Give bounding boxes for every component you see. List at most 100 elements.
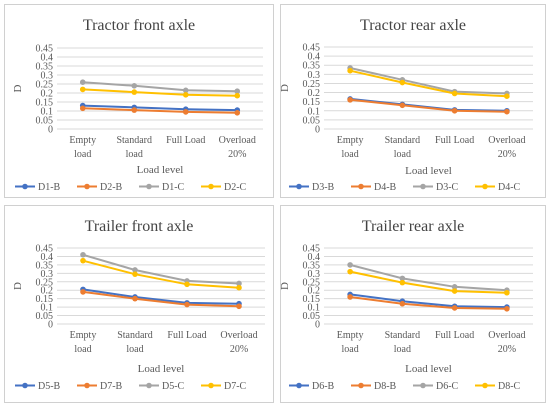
x-tick-label: Full Load	[167, 330, 206, 341]
series-line-d5-b	[82, 288, 240, 305]
y-tick-label: 0.15	[303, 294, 321, 305]
data-point-d4-c	[504, 93, 510, 99]
data-point-d8-c	[504, 289, 510, 296]
data-point-d6-c	[347, 262, 353, 268]
y-tick-label: 0	[48, 320, 53, 331]
legend-item: D4-C	[475, 182, 521, 193]
y-tick-label: 0.2	[41, 286, 54, 297]
data-point-d4-b	[399, 102, 406, 109]
chart-title: Tractor rear axle	[360, 17, 466, 34]
data-point-d8-b	[451, 305, 458, 311]
y-tick-label: 0.35	[36, 260, 54, 271]
data-point-d1-c	[131, 83, 138, 89]
y-tick-label: 0.25	[303, 79, 321, 90]
legend-item: D2-C	[201, 182, 247, 193]
data-point-d8-c	[347, 268, 353, 275]
x-tick-label: load	[74, 149, 91, 160]
chart-canvas: Tractor front axle00.050.10.150.20.250.3…	[12, 17, 263, 193]
data-point-d7-b	[80, 289, 86, 295]
data-point-d8-b	[504, 306, 510, 312]
data-point-d4-c	[399, 79, 406, 86]
legend-item: D8-C	[475, 381, 521, 392]
data-point-d1-c	[234, 88, 241, 94]
legend-item: D8-B	[351, 381, 397, 392]
y-tick-label: 0	[315, 320, 320, 331]
x-tick-label: Standard	[117, 330, 153, 341]
x-tick-label: Standard	[116, 135, 152, 146]
data-point-d7-b	[184, 301, 190, 308]
legend-label: D3-B	[312, 182, 335, 193]
x-tick-label: Overload	[488, 135, 525, 146]
y-tick-label: 0.45	[36, 244, 54, 255]
y-tick-label: 0.3	[308, 269, 321, 280]
data-point-d2-c	[182, 92, 189, 98]
legend-item: D3-B	[289, 182, 335, 193]
x-tick-label: Full Load	[435, 330, 474, 341]
legend-label: D7-C	[224, 381, 247, 392]
y-tick-label: 0	[48, 125, 53, 136]
y-axis-label: D	[281, 282, 291, 290]
x-tick-label: 20%	[498, 344, 516, 355]
x-tick-label: Full Load	[435, 135, 474, 146]
data-point-d5-c	[80, 251, 86, 258]
legend-item: D2-B	[77, 182, 123, 193]
y-tick-label: 0.2	[41, 89, 54, 100]
series-line-d6-c	[349, 263, 507, 292]
chart-title: Tractor front axle	[83, 17, 195, 34]
y-tick-label: 0.4	[41, 53, 54, 64]
y-tick-label: 0.4	[308, 52, 321, 63]
data-point-d2-c	[79, 86, 86, 93]
x-tick-label: Standard	[385, 135, 421, 146]
legend-label: D1-C	[162, 182, 185, 193]
y-tick-label: 0.2	[308, 286, 321, 297]
series-line-d7-b	[82, 290, 240, 308]
data-point-d4-c	[347, 67, 353, 74]
legend-swatch-marker	[358, 382, 364, 389]
legend-item: D1-B	[15, 182, 61, 193]
data-point-d8-b	[399, 300, 406, 307]
x-tick-label: Overload	[220, 330, 257, 341]
data-point-d2-b	[182, 109, 189, 115]
series-line-d2-b	[82, 107, 238, 114]
y-tick-label: 0.4	[41, 252, 54, 263]
chart-panel-tractor-front-axle: Tractor front axle 0 0.05 0.1 0.15 0.2 0.25 0.3…	[4, 4, 274, 198]
legend-swatch-marker	[482, 382, 488, 389]
x-tick-label: Empty	[337, 135, 364, 146]
x-tick-label: Empty	[70, 330, 97, 341]
legend-item: D3-C	[413, 182, 459, 193]
data-point-d6-c	[451, 284, 458, 290]
y-tick-label: 0.3	[308, 70, 321, 81]
y-tick-label: 0.25	[303, 277, 321, 288]
x-tick-label: Full Load	[166, 135, 205, 146]
legend-item: D4-B	[351, 182, 397, 193]
x-tick-label: load	[342, 344, 359, 355]
legend-label: D4-B	[374, 182, 397, 193]
legend-label: D7-B	[100, 381, 123, 392]
legend-label: D3-C	[436, 182, 459, 193]
data-point-d2-b	[234, 110, 241, 116]
x-axis-label: Load level	[138, 363, 185, 375]
x-axis-label: Load level	[137, 164, 184, 176]
legend-swatch-marker	[208, 382, 214, 389]
x-axis-label: Load level	[405, 363, 452, 375]
data-point-d2-b	[79, 105, 86, 112]
x-tick-label: load	[342, 149, 359, 160]
legend-label: D6-B	[312, 381, 335, 392]
y-tick-label: 0.45	[303, 43, 321, 54]
y-tick-label: 0.15	[36, 294, 54, 305]
y-tick-label: 0.05	[303, 115, 321, 126]
legend-label: D5-B	[38, 381, 61, 392]
x-tick-label: load	[394, 149, 411, 160]
chart-canvas: Tractor rear axle00.050.10.150.20.250.30…	[281, 17, 533, 193]
series-line-d1-b	[82, 104, 238, 112]
y-tick-label: 0.15	[303, 97, 321, 108]
legend-label: D4-C	[498, 182, 521, 193]
legend-swatch-marker	[22, 382, 28, 389]
y-axis-label: D	[281, 84, 291, 92]
data-point-d6-c	[399, 275, 406, 282]
data-point-d7-c	[132, 271, 138, 277]
x-tick-label: 20%	[498, 149, 516, 160]
data-point-d7-c	[236, 284, 242, 291]
data-point-d7-b	[236, 303, 242, 310]
